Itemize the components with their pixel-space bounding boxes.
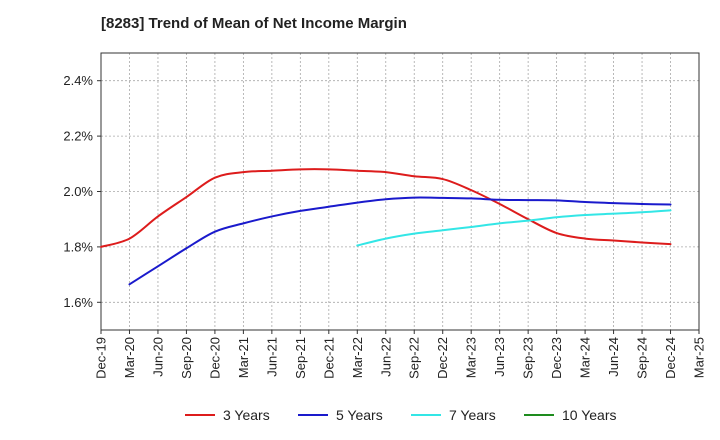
x-tick-label: Sep-20 <box>179 337 194 379</box>
y-tick-label: 1.8% <box>63 239 93 254</box>
x-tick-label: Jun-22 <box>378 337 393 377</box>
x-tick-label: Dec-19 <box>94 337 109 379</box>
x-tick-label: Sep-21 <box>293 337 308 379</box>
series-line-7-years <box>356 209 672 247</box>
plot-area <box>101 53 699 330</box>
x-tick-label: Sep-22 <box>407 337 422 379</box>
y-tick-label: 2.2% <box>63 129 93 144</box>
x-tick-label: Mar-21 <box>236 337 251 378</box>
y-axis-ticks: 1.6% 1.8% 2.0% 2.2% 2.4% <box>63 73 101 310</box>
x-tick-label: Dec-21 <box>321 337 336 379</box>
series-line-5-years <box>128 196 672 286</box>
legend: 3 Years 5 Years 7 Years 10 Years <box>185 407 617 423</box>
x-tick-label: Mar-24 <box>578 337 593 378</box>
x-tick-label: Dec-22 <box>435 337 450 379</box>
x-tick-label: Sep-24 <box>635 337 650 379</box>
legend-label-5-years: 5 Years <box>336 407 383 423</box>
x-tick-label: Sep-23 <box>521 337 536 379</box>
legend-label-3-years: 3 Years <box>223 407 270 423</box>
x-tick-label: Dec-20 <box>207 337 222 379</box>
series-lines <box>100 168 672 286</box>
x-tick-label: Jun-24 <box>606 337 621 377</box>
y-tick-label: 2.0% <box>63 184 93 199</box>
legend-label-7-years: 7 Years <box>449 407 496 423</box>
y-tick-label: 2.4% <box>63 73 93 88</box>
x-tick-label: Dec-24 <box>663 337 678 379</box>
x-tick-label: Jun-20 <box>150 337 165 377</box>
series-line-3-years <box>100 168 672 248</box>
x-tick-label: Dec-23 <box>549 337 564 379</box>
x-tick-label: Mar-22 <box>350 337 365 378</box>
x-tick-label: Mar-20 <box>122 337 137 378</box>
x-tick-label: Mar-23 <box>464 337 479 378</box>
y-tick-label: 1.6% <box>63 295 93 310</box>
x-tick-label: Mar-25 <box>692 337 707 378</box>
chart-title: [8283] Trend of Mean of Net Income Margi… <box>101 15 407 32</box>
x-axis-ticks: Dec-19 Mar-20 Jun-20 Sep-20 Dec-20 Mar-21 Jun-… <box>94 330 707 379</box>
x-tick-label: Jun-23 <box>492 337 507 377</box>
x-tick-label: Jun-21 <box>264 337 279 377</box>
legend-label-10-years: 10 Years <box>562 407 617 423</box>
